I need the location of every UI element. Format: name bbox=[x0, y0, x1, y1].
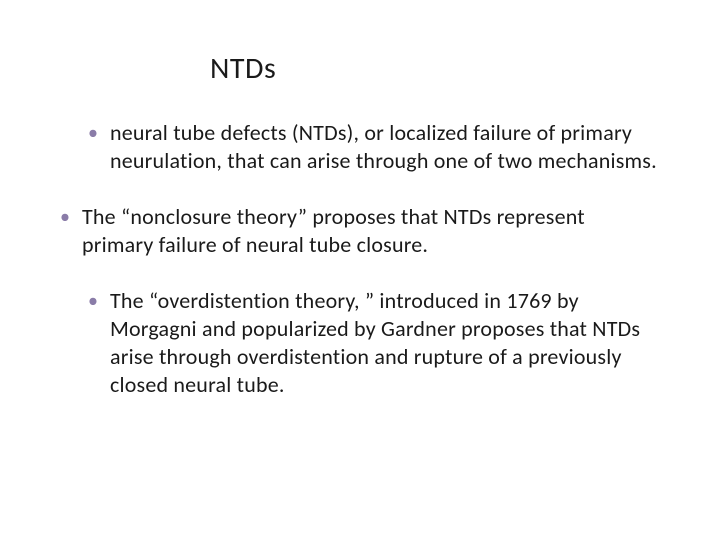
bullet-item: • The “nonclosure theory” proposes that … bbox=[60, 203, 660, 259]
bullet-marker-icon: • bbox=[88, 119, 98, 175]
bullet-text: neural tube defects (NTDs), or localized… bbox=[110, 119, 660, 175]
bullet-marker-icon: • bbox=[88, 287, 98, 399]
bullet-item: • The “overdistention theory, ” introduc… bbox=[88, 287, 660, 399]
bullet-marker-icon: • bbox=[60, 203, 70, 259]
bullet-text: The “nonclosure theory” proposes that NT… bbox=[82, 203, 660, 259]
bullet-item: • neural tube defects (NTDs), or localiz… bbox=[88, 119, 660, 175]
bullet-text: The “overdistention theory, ” introduced… bbox=[110, 287, 660, 399]
slide-title: NTDs bbox=[210, 50, 660, 87]
